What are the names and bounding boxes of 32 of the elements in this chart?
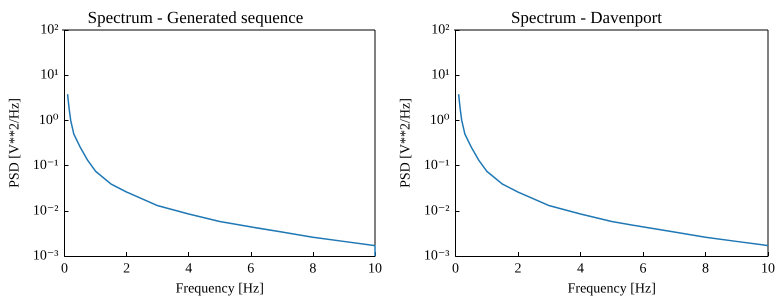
x-tick-label: 4 — [185, 262, 192, 276]
x-tick-label: 8 — [702, 262, 709, 276]
y-axis-title: PSD [V**2/Hz] — [398, 98, 414, 188]
line-series — [458, 93, 769, 246]
chart-title: Spectrum - Generated sequence — [88, 8, 304, 27]
line-series — [66, 93, 376, 257]
y-axis-title: PSD [V**2/Hz] — [8, 98, 22, 188]
x-tick-label: 2 — [514, 262, 522, 276]
y-tick-label: 10² — [431, 22, 450, 38]
chart-title: Spectrum - Davenport — [510, 8, 662, 27]
y-tick-label: 10² — [40, 22, 58, 38]
y-tick-label: 10⁰ — [430, 112, 450, 128]
x-tick-label: 6 — [639, 262, 646, 276]
y-tick-label: 10⁻² — [32, 203, 58, 218]
y-tick-label: 10⁻¹ — [32, 158, 58, 174]
x-tick-label: 0 — [452, 262, 459, 276]
y-tick-label: 10¹ — [431, 68, 450, 83]
y-tick-label: 10⁻¹ — [424, 158, 450, 174]
x-axis-title: Frequency [Hz] — [568, 282, 656, 296]
y-tick-label: 10⁻² — [424, 203, 450, 218]
y-tick-label: 10⁰ — [38, 112, 59, 128]
y-tick-label: 10⁻³ — [424, 248, 450, 264]
x-tick-label: 0 — [60, 262, 68, 276]
x-tick-label: 10 — [761, 262, 775, 276]
x-tick-label: 2 — [123, 262, 130, 276]
x-tick-label: 6 — [247, 262, 254, 276]
y-tick-label: 10¹ — [40, 68, 58, 83]
x-tick-label: 10 — [368, 262, 382, 276]
x-tick-label: 4 — [576, 262, 584, 276]
x-tick-label: 8 — [309, 262, 316, 276]
x-axis-title: Frequency [Hz] — [176, 282, 264, 296]
y-tick-label: 10⁻³ — [32, 248, 58, 264]
